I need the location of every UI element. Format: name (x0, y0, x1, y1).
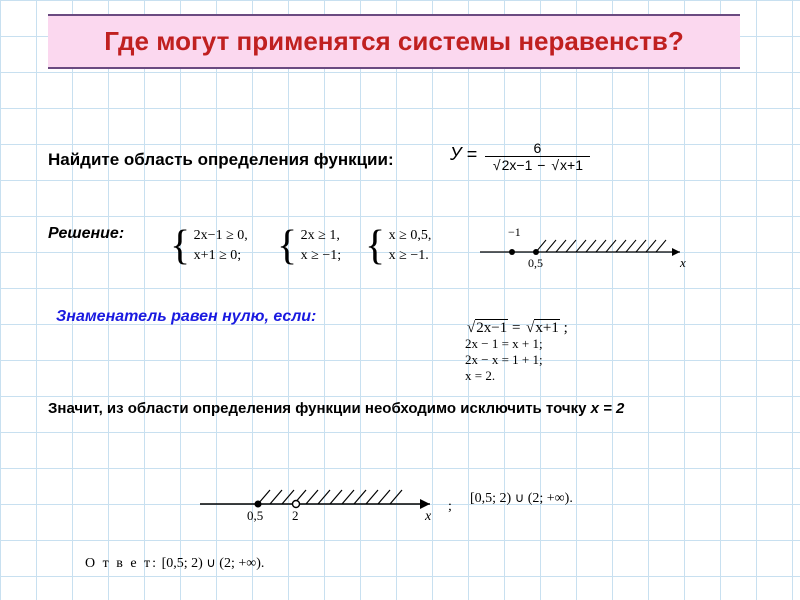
step-l4: x = 2. (465, 368, 568, 384)
conclusion-text: Значит, из области определения функции н… (48, 400, 591, 417)
nl2-mark-05: 0,5 (247, 508, 263, 523)
number-line-2: 0,5 2 x ; (200, 470, 460, 530)
function-formula: У = 6 2x−1 − x+1 (450, 140, 590, 173)
solution-label: Решение: (48, 225, 124, 243)
sys1-r2: x+1 ≥ 0; (194, 246, 248, 266)
formula-numerator: 6 (485, 140, 590, 156)
sys2-r1: 2x ≥ 1, (301, 226, 341, 246)
answer-label: О т в е т: (85, 556, 158, 571)
step-eq1-left: 2x−1 (475, 319, 508, 336)
system-2: { 2x ≥ 1, x ≥ −1; (277, 225, 341, 267)
interval-result: [0,5; 2) ∪ (2; +∞). (470, 490, 573, 507)
interval-b: (2; +∞). (528, 491, 573, 506)
rad2: x+1 (559, 156, 584, 173)
number-line-1: −1 0,5 x (480, 222, 700, 272)
system-1: { 2x−1 ≥ 0, x+1 ≥ 0; (170, 225, 248, 267)
system-3: { x ≥ 0,5, x ≥ −1. (365, 225, 431, 267)
formula-lhs: У = (450, 144, 477, 164)
answer-b: (2; +∞). (219, 556, 264, 571)
nl1-minus1: −1 (508, 225, 521, 239)
prompt-text: Найдите область определения функции: (48, 150, 394, 170)
nl2-x: x (424, 509, 432, 524)
nl1-mark-05: 0,5 (528, 256, 543, 270)
answer-a: [0,5; 2) (162, 556, 203, 571)
sys2-r2: x ≥ −1; (301, 246, 341, 266)
sys1-r1: 2x−1 ≥ 0, (194, 226, 248, 246)
page-title: Где могут применятся системы неравенств? (104, 26, 683, 56)
sys3-r1: x ≥ 0,5, (389, 226, 432, 246)
conclusion: Значит, из области определения функции н… (48, 400, 624, 417)
interval-a: [0,5; 2) (470, 491, 511, 506)
final-answer: О т в е т: [0,5; 2) ∪ (2; +∞). (85, 555, 264, 572)
union-icon: ∪ (206, 555, 216, 570)
nl2-mark-2: 2 (292, 508, 299, 523)
step-l3: 2x − x = 1 + 1; (465, 352, 568, 368)
step-l2: 2x − 1 = x + 1; (465, 336, 568, 352)
sys3-r2: x ≥ −1. (389, 246, 432, 266)
conclusion-point: x = 2 (591, 400, 625, 417)
rad1: 2x−1 (501, 156, 534, 173)
title-box: Где могут применятся системы неравенств? (48, 14, 740, 69)
zero-denominator-label: Знаменатель равен нулю, если: (56, 308, 316, 326)
step-eq1-right: x+1 (534, 319, 559, 336)
solution-steps: 2x−1 = x+1 ; 2x − 1 = x + 1; 2x − x = 1 … (465, 320, 568, 384)
nl1-x: x (679, 255, 686, 270)
union-icon: ∪ (515, 490, 525, 505)
nl2-semi: ; (448, 499, 452, 514)
